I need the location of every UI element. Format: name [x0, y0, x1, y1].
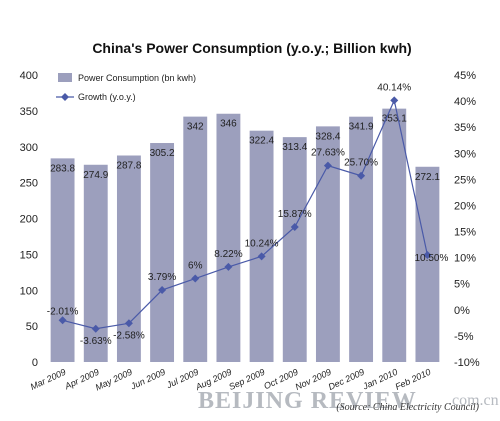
growth-point — [224, 262, 233, 271]
y-right-tick: -5% — [454, 331, 474, 343]
y-right-tick: 0% — [454, 305, 470, 317]
growth-value-label: 15.87% — [278, 209, 312, 220]
growth-value-label: 27.63% — [311, 148, 345, 159]
bar — [249, 130, 274, 362]
source-note: (Source: China Electricity Council) — [336, 402, 479, 413]
growth-point — [357, 171, 366, 180]
bar — [216, 113, 241, 363]
y-left-tick: 300 — [20, 142, 38, 154]
x-tick-label: May 2009 — [94, 367, 134, 393]
bar-value-label: 322.4 — [249, 136, 274, 147]
chart-title: China's Power Consumption (y.o.y.; Billi… — [92, 40, 411, 56]
bar — [349, 116, 374, 362]
y-right-tick: 5% — [454, 279, 470, 291]
growth-value-label: 25.70% — [344, 158, 378, 169]
y-right-tick: 20% — [454, 200, 476, 212]
legend-line-marker — [61, 93, 69, 101]
bar-value-label: 328.4 — [315, 131, 340, 142]
growth-value-label: -2.01% — [47, 306, 79, 317]
growth-line — [62, 98, 429, 330]
y-right-tick: 45% — [454, 70, 476, 82]
watermark-domain: .com.cn — [448, 392, 499, 409]
bar — [183, 116, 208, 363]
bar — [150, 143, 175, 362]
y-left-tick: 50 — [26, 321, 38, 333]
bar — [415, 166, 440, 362]
growth-value-label: 10.24% — [245, 238, 279, 249]
growth-value-label: 40.14% — [377, 82, 411, 93]
growth-point — [91, 324, 100, 333]
growth-point — [58, 316, 67, 325]
legend-bar-swatch — [58, 73, 72, 82]
growth-point — [290, 223, 299, 232]
bar-value-label: 346 — [220, 119, 237, 130]
growth-value-label: -2.58% — [113, 330, 145, 341]
bar-value-label: 287.8 — [116, 161, 141, 172]
growth-value-label: 3.79% — [148, 272, 176, 283]
growth-point — [390, 96, 399, 105]
y-left-tick: 400 — [20, 70, 38, 82]
bar-value-label: 313.4 — [282, 142, 307, 153]
bar-value-label: 353.1 — [382, 114, 407, 125]
bar — [83, 164, 108, 362]
y-right-tick: 35% — [454, 122, 476, 134]
growth-point — [124, 319, 133, 328]
bar-value-label: 341.9 — [349, 122, 374, 133]
growth-value-label: 10.50% — [414, 253, 448, 264]
x-tick-label: Jun 2009 — [128, 367, 167, 392]
bar-value-label: 272.1 — [415, 172, 440, 183]
bar-value-label: 342 — [187, 122, 204, 133]
growth-value-label: 6% — [188, 261, 203, 272]
bar-value-label: 305.2 — [150, 148, 175, 159]
growth-value-label: -3.63% — [80, 336, 112, 347]
y-right-tick: 30% — [454, 148, 476, 160]
bar — [382, 108, 407, 362]
y-left-tick: 250 — [20, 178, 38, 190]
legend-bar-label: Power Consumption (bn kwh) — [78, 73, 196, 83]
legend-line-label: Growth (y.o.y.) — [78, 92, 136, 102]
x-tick-label: Jul 2009 — [164, 367, 200, 391]
y-right-tick: -10% — [454, 357, 480, 369]
y-left-tick: 150 — [20, 249, 38, 261]
bar-value-label: 283.8 — [50, 163, 75, 174]
bar — [50, 158, 75, 362]
y-right-tick: 40% — [454, 96, 476, 108]
growth-point — [158, 286, 167, 295]
bar — [116, 155, 141, 362]
growth-point — [191, 274, 200, 283]
y-left-tick: 200 — [20, 214, 38, 226]
y-right-tick: 15% — [454, 227, 476, 239]
growth-point — [323, 161, 332, 170]
growth-point — [257, 252, 266, 261]
y-left-tick: 350 — [20, 106, 38, 118]
y-right-tick: 25% — [454, 174, 476, 186]
growth-value-label: 8.22% — [214, 249, 242, 260]
x-tick-label: Mar 2009 — [29, 367, 68, 392]
y-left-tick: 100 — [20, 285, 38, 297]
y-left-tick: 0 — [32, 357, 38, 369]
bar-value-label: 274.9 — [83, 170, 108, 181]
bar — [315, 126, 340, 362]
watermark-brand: BEIJING REVIEW — [198, 388, 417, 414]
y-right-tick: 10% — [454, 253, 476, 265]
bar — [282, 137, 307, 362]
growth-point — [423, 251, 432, 260]
